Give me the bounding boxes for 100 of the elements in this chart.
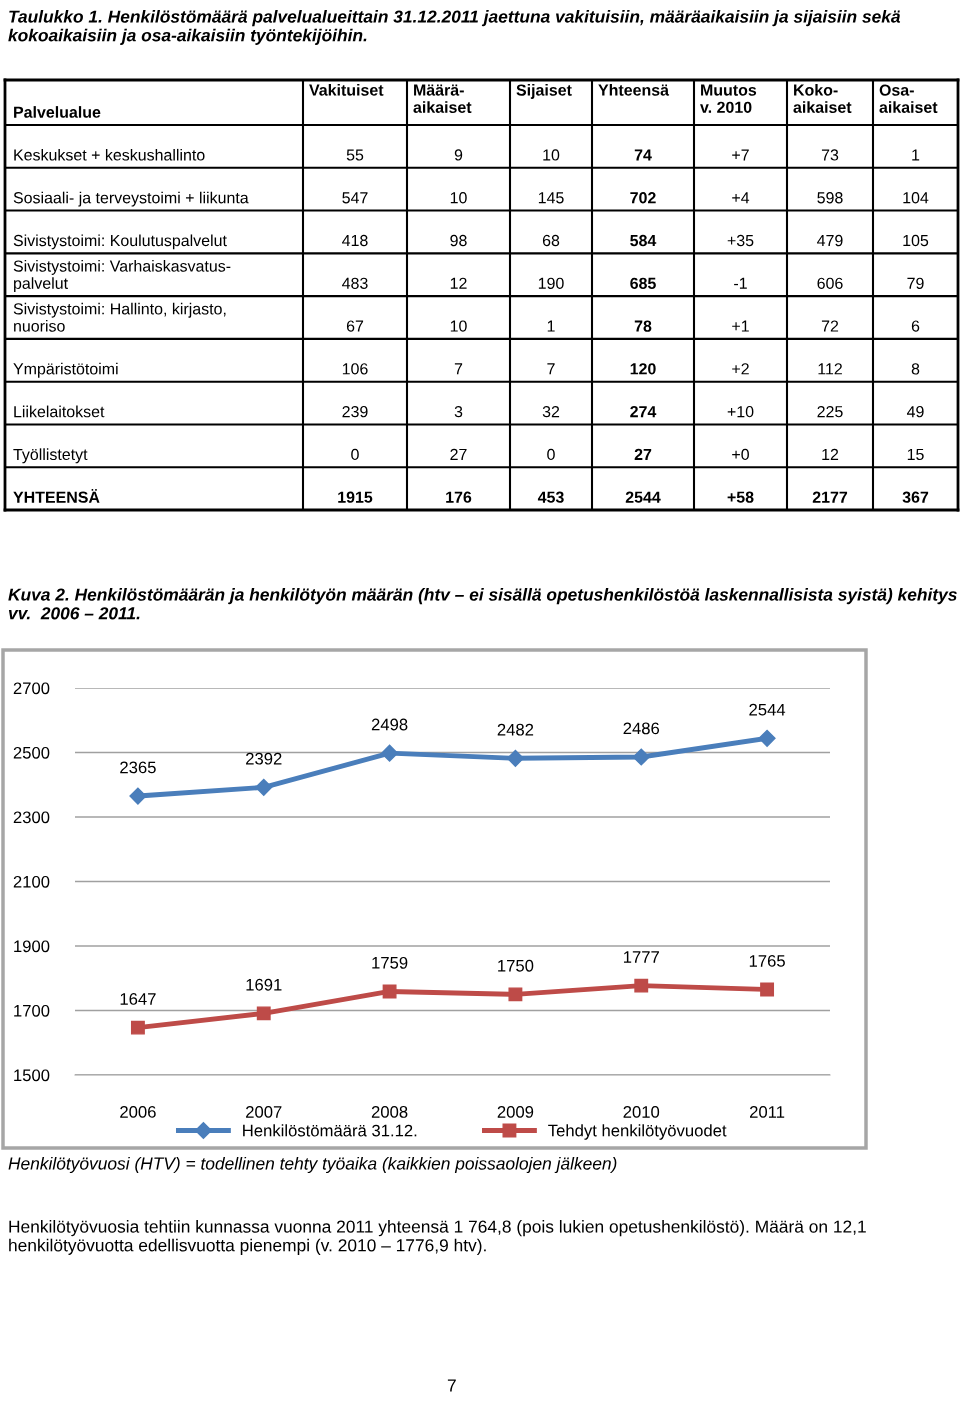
data-label: 0 (351, 448, 359, 461)
legend-label: Tehdyt henkilötyövuodet (548, 1124, 727, 1140)
y-tick-label: Liikelaitokset (14, 405, 105, 418)
data-label: 190 (538, 277, 564, 289)
point (506, 749, 524, 767)
data-label: 2544 (625, 491, 661, 503)
data-label: 483 (342, 277, 368, 289)
x-tick-label: Osa- aikaiset (879, 84, 938, 113)
point (634, 978, 649, 993)
point (256, 1006, 271, 1021)
data-label: 2177 (812, 491, 848, 503)
data-label: 606 (817, 277, 843, 289)
data-label: +10 (727, 405, 754, 418)
point (129, 787, 147, 805)
point (382, 984, 397, 999)
data-label: 73 (821, 149, 839, 161)
x-tick-label: Muutos v. 2010 (700, 84, 757, 113)
data-label: 10 (450, 192, 467, 204)
data-label: 0 (547, 448, 555, 461)
point (758, 729, 776, 747)
data-label: +35 (727, 234, 754, 247)
data-label: 6 (911, 320, 920, 332)
data-label: 7 (454, 363, 463, 375)
data-label: 74 (634, 149, 652, 161)
data-label: 239 (342, 405, 368, 418)
y-tick-label: 2100 (13, 875, 50, 888)
data-label: 68 (542, 234, 560, 247)
data-label: 10 (543, 149, 560, 161)
data-label: 547 (342, 192, 368, 204)
x-tick-label: Sijaiset (516, 84, 572, 99)
data-label: 12 (450, 277, 467, 289)
y-tick-label: YHTEENSÄ (13, 489, 100, 503)
data-label: 1765 (749, 955, 785, 967)
data-label: 2544 (749, 703, 786, 716)
data-label: 1750 (498, 959, 534, 972)
data-label: 2486 (623, 722, 660, 735)
data-label: 1 (547, 320, 555, 332)
data-label: 27 (450, 448, 467, 460)
data-label: 104 (903, 192, 929, 204)
y-tick-label: Sosiaali- ja terveystoimi + liikunta (13, 191, 249, 207)
point (760, 982, 775, 997)
data-label: 15 (907, 448, 924, 461)
data-label: 2482 (497, 723, 534, 736)
y-tick-label: 2300 (13, 811, 50, 824)
data-label: 9 (454, 149, 463, 161)
data-label: 72 (821, 320, 839, 332)
data-label: -1 (734, 277, 747, 289)
data-label: 32 (542, 405, 560, 418)
data-label: 479 (817, 234, 843, 247)
data-label: 120 (630, 363, 656, 375)
data-label: 367 (902, 491, 929, 503)
data-label: 598 (817, 192, 843, 204)
y-tick-label: Työllistetyt (13, 448, 88, 464)
data-label: 78 (634, 320, 652, 332)
point (381, 744, 399, 762)
data-label: 3 (454, 405, 463, 418)
y-tick-label: 1900 (14, 940, 50, 953)
data-label: 225 (817, 405, 843, 418)
x-tick-label: Vakituiset (309, 84, 384, 96)
data-label: 27 (634, 448, 652, 460)
y-tick-label: 2700 (13, 682, 50, 695)
data-label: 1 (912, 149, 920, 161)
chart-title: Taulukko 1. Henkilöstömäärä palvelualueittain 31.12.2011 jaettuna vakituisiin, määräaikaisiin ja sijaisiin sekä kokoaikaisiin ja osa-aikaisiin työntekijöihin. (8, 10, 901, 45)
y-tick-label: Sivistystoimi: Koulutuspalvelut (13, 234, 227, 250)
x-tick-label: Yhteensä (598, 84, 670, 96)
point (508, 987, 523, 1002)
data-label: +7 (732, 149, 749, 161)
data-label: 105 (903, 234, 929, 247)
x-tick-label: 2008 (371, 1106, 408, 1118)
point (632, 748, 650, 766)
data-label: 418 (342, 234, 368, 247)
y-tick-label: 1500 (14, 1069, 50, 1082)
data-label: 49 (906, 405, 924, 418)
data-label: 55 (346, 149, 364, 161)
data-label: 1647 (120, 993, 156, 1005)
data-label: +4 (732, 192, 750, 204)
data-label: 453 (537, 491, 564, 503)
data-label: +1 (732, 320, 749, 332)
x-tick-label: Määrä- aikaiset (413, 84, 472, 113)
data-label: +58 (727, 491, 754, 503)
data-label: 112 (818, 363, 842, 375)
data-label: 2365 (120, 761, 156, 774)
point (130, 1020, 145, 1035)
y-axis-title: Palvelualue (14, 106, 101, 118)
data-label: 67 (346, 320, 364, 332)
x-tick-label: 2007 (246, 1106, 282, 1118)
data-label: +0 (732, 448, 749, 461)
data-label: 1759 (372, 956, 408, 969)
legend-label: Henkilöstömäärä 31.12. (243, 1124, 417, 1137)
x-tick-label: Koko- aikaiset (793, 84, 852, 113)
text: Henkilötyövuosi (HTV) = todellinen tehty työaika (kaikkien poissaolojen jälkeen) (8, 1156, 617, 1174)
data-label: 2498 (371, 718, 408, 731)
data-label: +2 (732, 363, 749, 375)
y-tick-label: Ympäristötoimi (13, 362, 118, 378)
data-label: 176 (446, 491, 472, 503)
y-tick-label: Keskukset + keskushallinto (14, 148, 205, 161)
data-label: 145 (538, 192, 564, 204)
data-label: 7 (547, 363, 555, 375)
y-tick-label: Sivistystoimi: Hallinto, kirjasto, nuoriso (13, 302, 226, 332)
data-label: 79 (907, 277, 924, 289)
